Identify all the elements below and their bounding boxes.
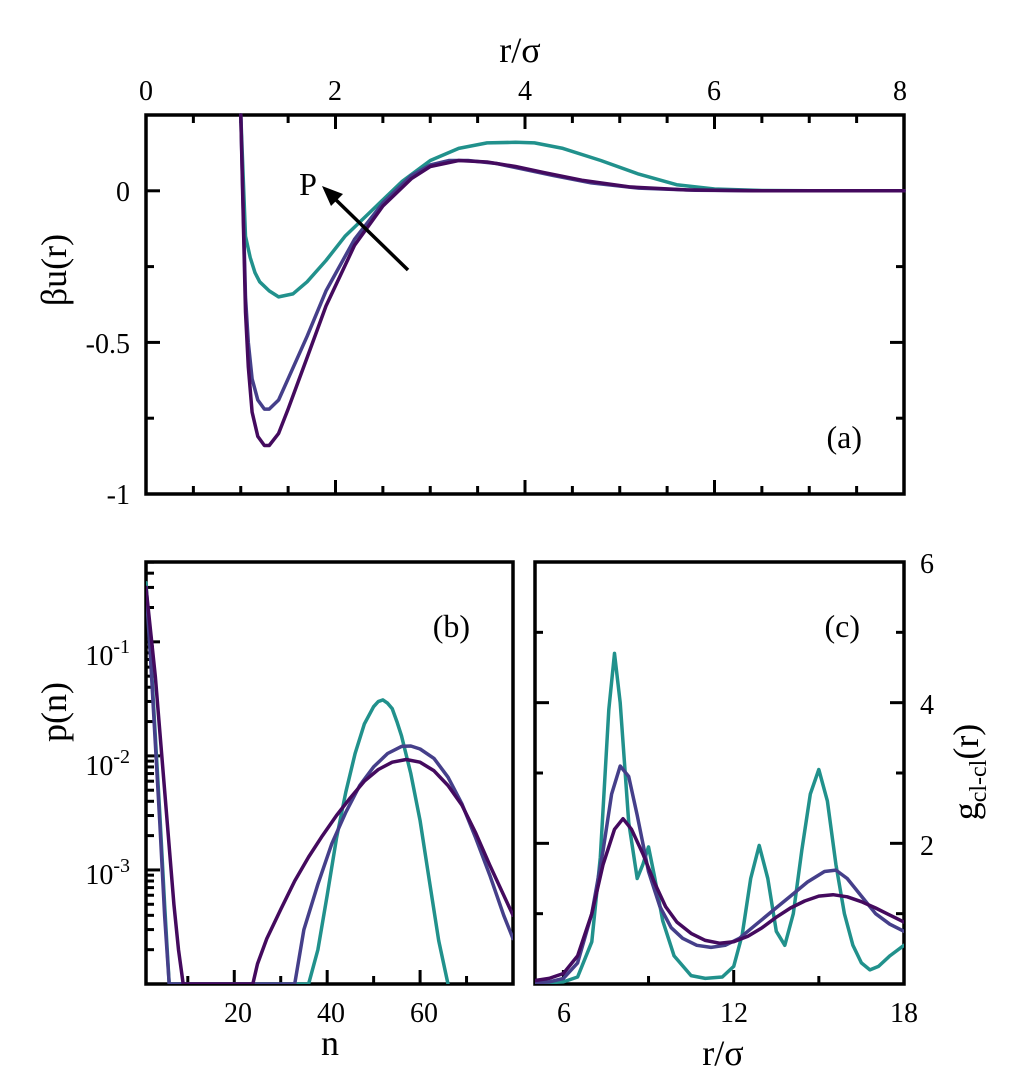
c-ylabel: gcl-cl(r): [946, 724, 992, 821]
c-series-teal: [535, 651, 904, 984]
c-panel-label: (c): [824, 608, 860, 644]
c-xtick-6: 6: [557, 998, 571, 1029]
b-series-indigo: [146, 585, 513, 984]
a-ytick-0: 0: [116, 177, 130, 208]
a-xtick-8: 8: [893, 76, 907, 107]
b-series-teal: [146, 580, 450, 984]
c-series-indigo: [535, 764, 904, 984]
a-ytick-neg1: -1: [107, 480, 130, 511]
b-panel-label: (b): [433, 608, 470, 644]
c-xtick-18: 18: [890, 998, 918, 1029]
b-xtick-60: 60: [410, 998, 438, 1029]
a-ylabel: βu(r): [34, 234, 74, 306]
a-series-indigo: [239, 113, 906, 411]
b-ytick-1e-1: 10-1: [85, 636, 130, 672]
a-xtick-6: 6: [707, 76, 721, 107]
c-xtick-12: 12: [720, 998, 748, 1029]
a-xlabel: r/σ: [499, 30, 540, 70]
c-xlabel: r/σ: [702, 1033, 743, 1073]
panel-a: 0 2 4 6 8 r/σ 0 -0.5 -1 βu(r) (a) P: [34, 30, 907, 511]
a-ytick-neg05: -0.5: [86, 329, 130, 360]
a-xtick-4: 4: [518, 76, 532, 107]
panel-a-curves: [239, 113, 906, 448]
a-panel-label: (a): [826, 419, 862, 455]
b-series-purple: [146, 585, 513, 984]
panel-c-curves: [535, 651, 904, 984]
pressure-arrow: [322, 186, 410, 272]
a-pressure-label: P: [299, 166, 317, 202]
b-xlabel: n: [321, 1023, 339, 1063]
c-ytick-6: 6: [920, 549, 934, 580]
c-ytick-2: 2: [920, 831, 934, 862]
b-ytick-1e-3: 10-3: [85, 855, 130, 891]
a-xtick-2: 2: [328, 76, 342, 107]
panel-c: 6 12 18 r/σ 6 4 2 gcl-cl(r) (c): [533, 549, 992, 1073]
panel-b-curves: [146, 580, 513, 984]
a-xtick-0: 0: [139, 76, 153, 107]
panel-b: 20 40 60 n 10-1 10-2 10-3 p(n) (b): [34, 560, 515, 1063]
c-series-purple: [535, 816, 904, 983]
b-ylabel: p(n): [34, 682, 74, 742]
a-series-purple: [239, 113, 906, 448]
b-xtick-20: 20: [224, 998, 252, 1029]
panel-c-ticks: [535, 560, 906, 986]
b-xtick-40: 40: [317, 998, 345, 1029]
c-ytick-4: 4: [920, 690, 934, 721]
b-ytick-1e-2: 10-2: [85, 746, 130, 782]
